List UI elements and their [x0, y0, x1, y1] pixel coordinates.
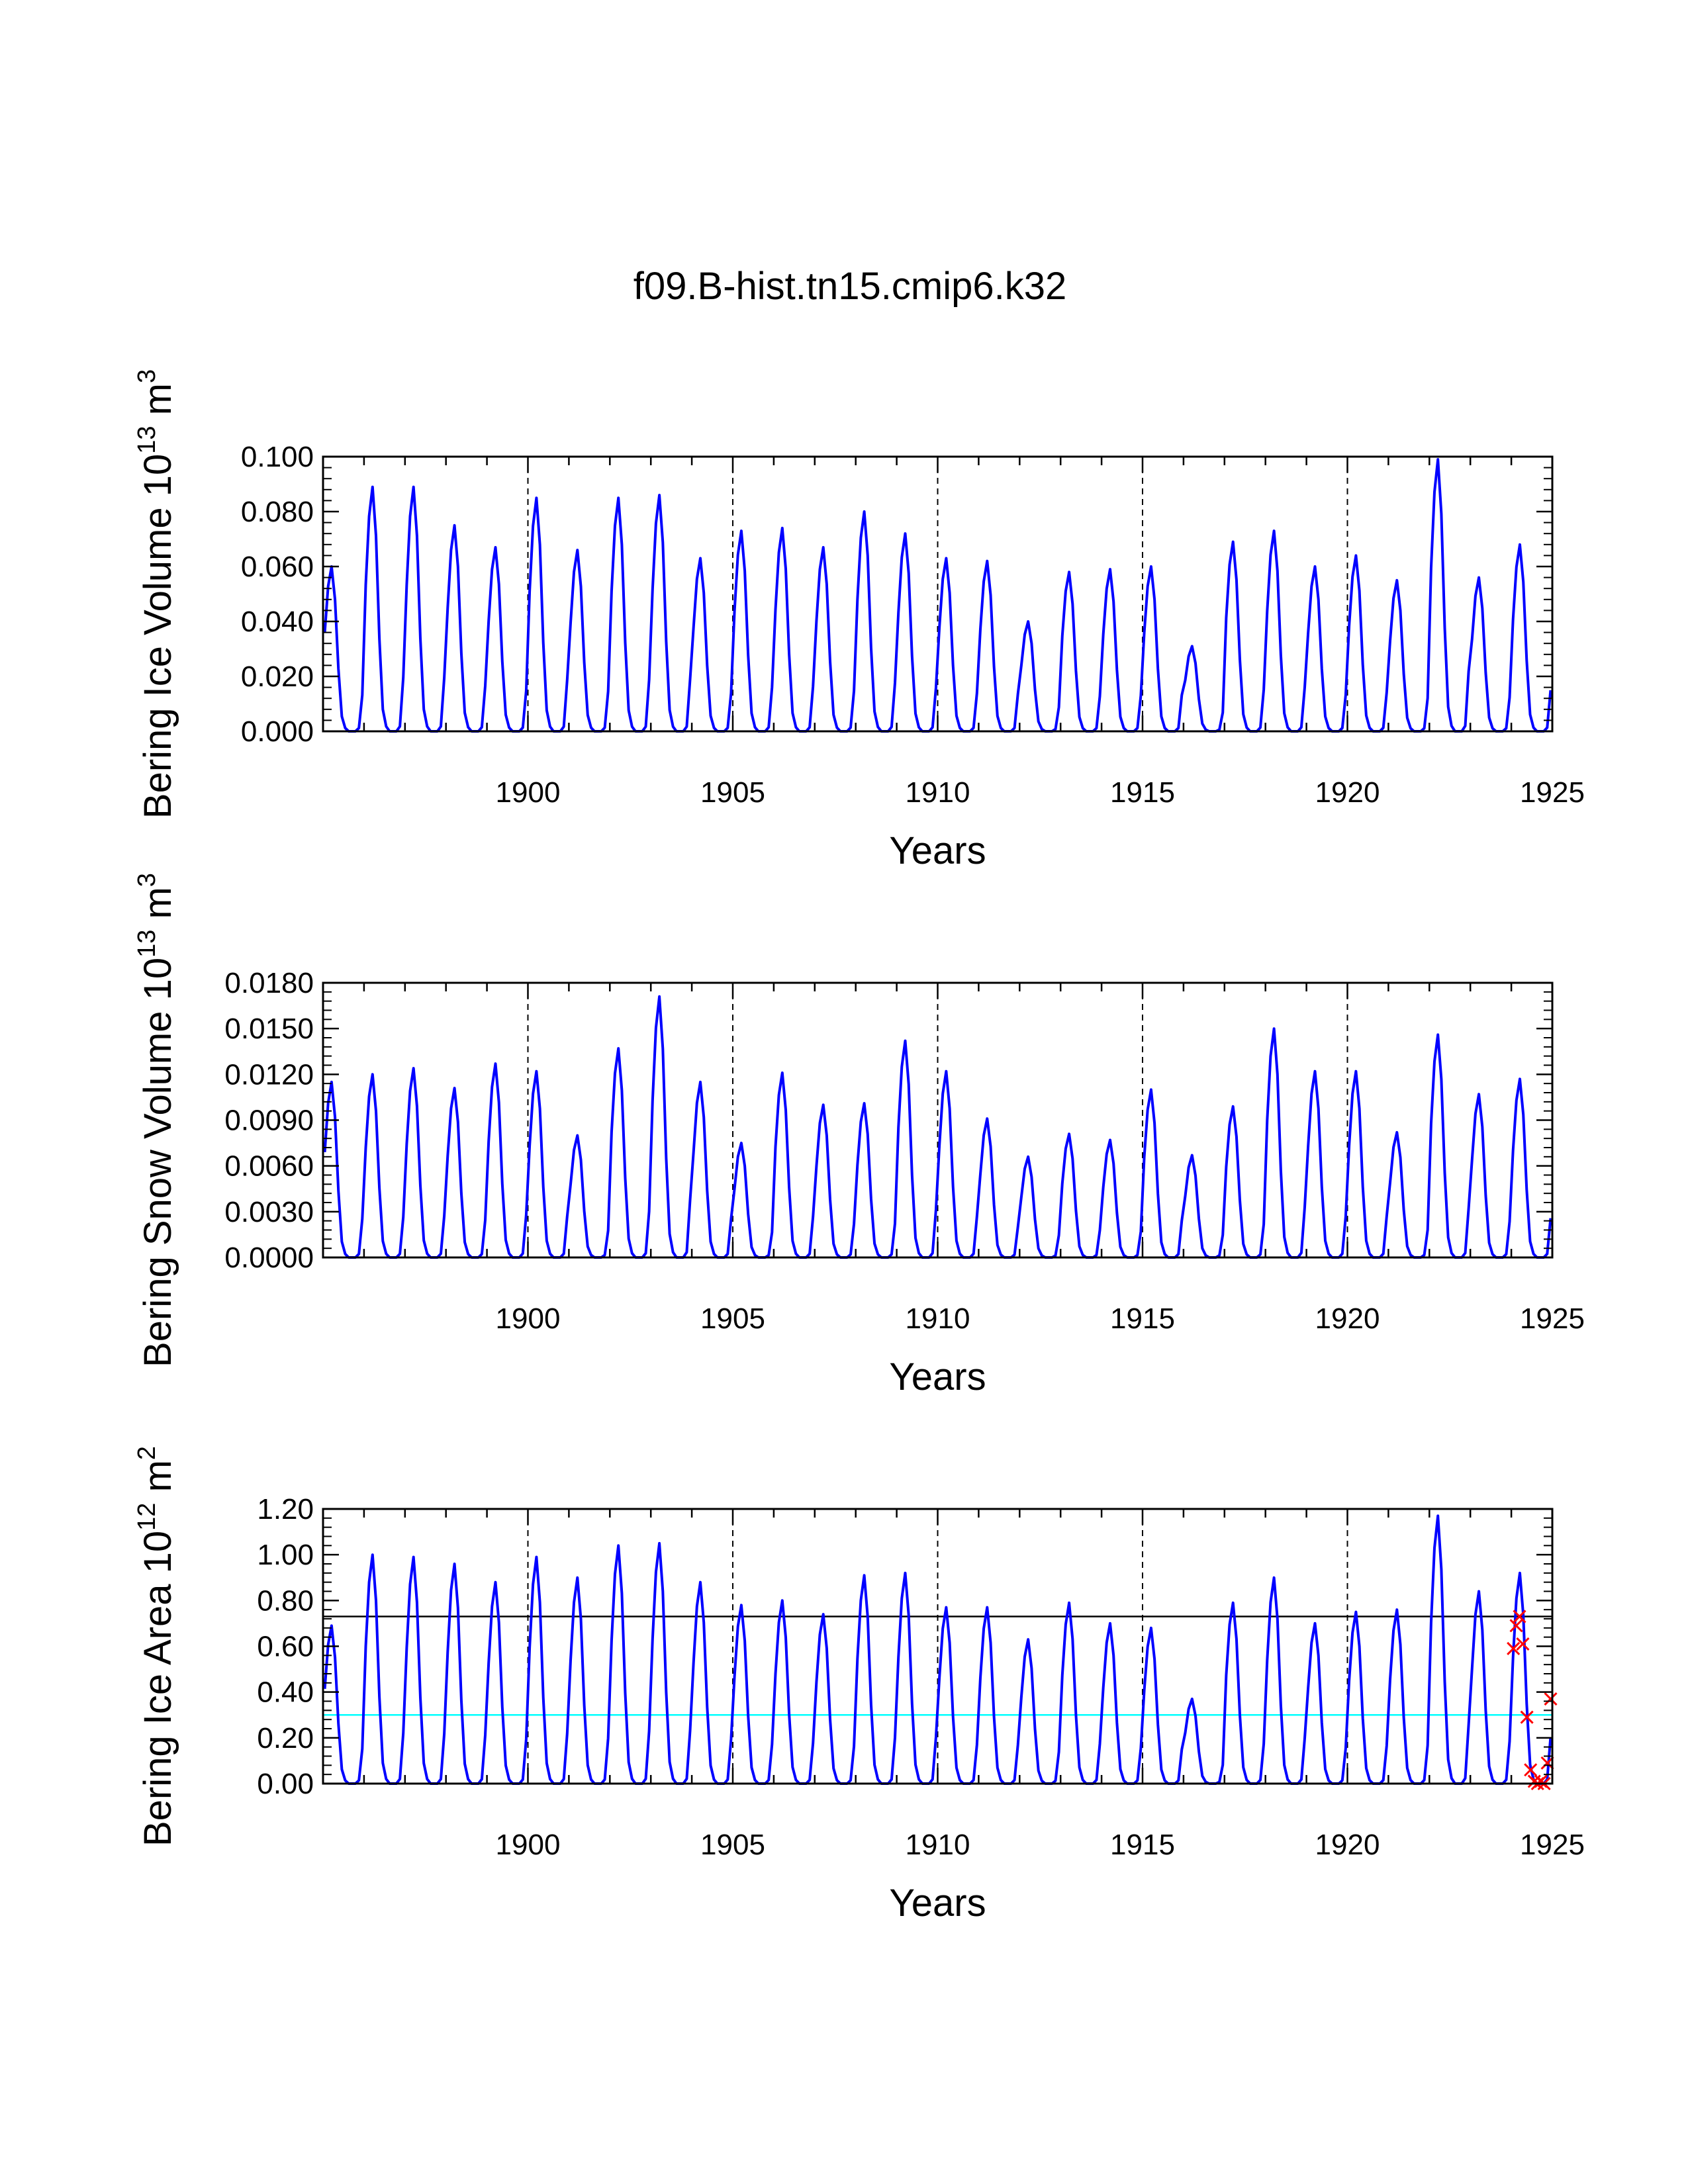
x-tick-label: 1905	[700, 776, 765, 809]
x-tick-label: 1910	[906, 1829, 970, 1861]
panel-ice_volume: 1900 1905 1910 1915 1920 1925 0.000 0.020 0.040 0…	[133, 369, 1585, 872]
x-tick-label: 1915	[1110, 776, 1175, 809]
y-tick-label: 1.00	[257, 1539, 314, 1571]
y-tick-label: 0.0090	[224, 1105, 314, 1137]
y-tick-label: 0.40	[257, 1676, 314, 1709]
x-axis-label: Years	[889, 1882, 986, 1925]
series-line-snow_volume	[323, 995, 1552, 1259]
y-tick-label: 0.080	[241, 496, 314, 528]
y-axis-label: Bering Ice Volume 1013 m3	[133, 369, 179, 819]
marker-3	[1513, 1610, 1526, 1623]
y-tick-label: 0.0180	[224, 967, 314, 999]
series-line-ice_area	[323, 1514, 1552, 1785]
y-tick-label: 0.0000	[224, 1242, 314, 1274]
marker-5	[1520, 1710, 1534, 1724]
y-label-text: Bering Ice Volume 10	[136, 454, 179, 819]
y-label-superscript: 3	[133, 873, 161, 887]
panels-container: 1900 1905 1910 1915 1920 1925 0.000 0.020 0.040 0…	[133, 369, 1585, 1925]
x-tick-label: 1915	[1110, 1302, 1175, 1335]
y-label-text: Bering Ice Area 10	[136, 1531, 179, 1846]
y-tick-label: 0.000	[241, 715, 314, 748]
x-tick-label: 1920	[1315, 776, 1380, 809]
y-label-superscript: 12	[133, 1503, 161, 1531]
y-label-superscript: 3	[133, 369, 161, 383]
y-tick-label: 0.0150	[224, 1013, 314, 1045]
y-axis-label: Bering Ice Area 1012 m2	[133, 1446, 179, 1846]
x-tick-label: 1910	[906, 776, 970, 809]
x-tick-label: 1925	[1520, 1302, 1585, 1335]
y-tick-label: 0.80	[257, 1584, 314, 1617]
marker-stroke	[1509, 1619, 1523, 1633]
y-tick-label: 0.020	[241, 660, 314, 693]
y-tick-label: 0.060	[241, 551, 314, 583]
marker-stroke	[1507, 1641, 1521, 1656]
marker-stroke	[1544, 1692, 1558, 1706]
x-tick-label: 1920	[1315, 1829, 1380, 1861]
marker-stroke	[1516, 1637, 1530, 1651]
x-tick-label: 1915	[1110, 1829, 1175, 1861]
marker-6	[1524, 1763, 1538, 1777]
x-tick-label: 1900	[496, 1302, 561, 1335]
marker-stroke	[1520, 1710, 1534, 1724]
y-tick-label: 0.00	[257, 1768, 314, 1800]
series-line-ice_volume	[323, 458, 1552, 733]
marker-2	[1509, 1619, 1523, 1633]
marker-12	[1544, 1692, 1558, 1706]
y-label-superscript: 13	[133, 426, 161, 453]
y-axis-label: Bering Snow Volume 1013 m3	[133, 873, 179, 1367]
marker-stroke	[1513, 1610, 1526, 1623]
x-tick-label: 1900	[496, 776, 561, 809]
y-tick-label: 1.20	[257, 1493, 314, 1525]
y-tick-label: 0.20	[257, 1722, 314, 1754]
chart-title: f09.B-hist.tn15.cmip6.k32	[633, 265, 1066, 308]
x-axis-label: Years	[889, 1355, 986, 1398]
x-tick-label: 1905	[700, 1302, 765, 1335]
marker-4	[1516, 1637, 1530, 1651]
x-axis-label: Years	[889, 829, 986, 872]
y-tick-label: 0.0120	[224, 1058, 314, 1091]
x-tick-label: 1905	[700, 1829, 765, 1861]
y-label-text: m	[136, 887, 179, 929]
panel-ice_area: 1900 1905 1910 1915 1920 1925 0.00 0.20 0.40 0.60…	[133, 1446, 1585, 1925]
y-label-superscript: 2	[133, 1446, 161, 1460]
y-label-text: m	[136, 383, 179, 426]
x-tick-label: 1920	[1315, 1302, 1380, 1335]
y-tick-label: 0.0060	[224, 1150, 314, 1183]
x-tick-label: 1900	[496, 1829, 561, 1861]
x-tick-label: 1925	[1520, 1829, 1585, 1861]
y-tick-label: 0.040	[241, 606, 314, 638]
marker-stroke	[1524, 1763, 1538, 1777]
marker-1	[1507, 1641, 1521, 1656]
x-tick-label: 1910	[906, 1302, 970, 1335]
y-tick-label: 0.100	[241, 441, 314, 473]
y-label-superscript: 13	[133, 930, 161, 958]
y-label-text: Bering Snow Volume 10	[136, 958, 179, 1367]
panel-snow_volume: 1900 1905 1910 1915 1920 1925 0.0000 0.0030 0.00…	[133, 873, 1585, 1398]
y-label-text: m	[136, 1460, 179, 1502]
x-tick-label: 1925	[1520, 776, 1585, 809]
y-tick-label: 0.60	[257, 1631, 314, 1663]
y-tick-label: 0.0030	[224, 1196, 314, 1228]
